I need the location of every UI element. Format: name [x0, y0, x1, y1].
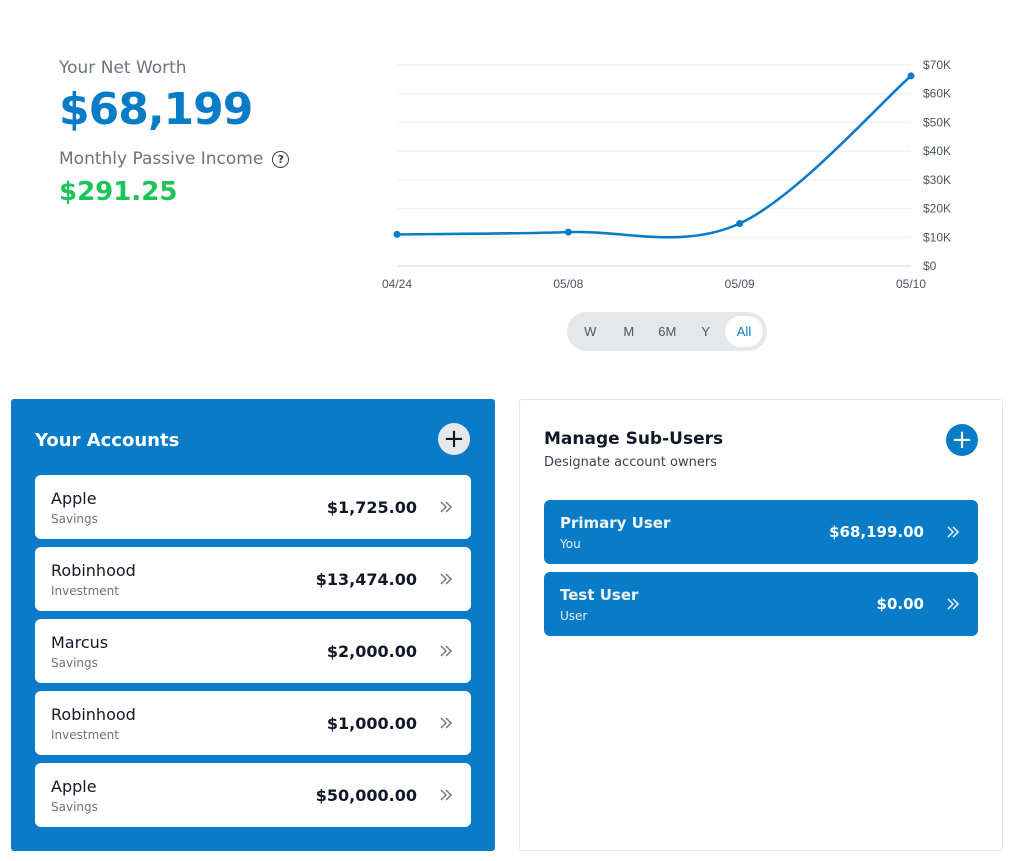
x-tick-label: 05/10: [896, 277, 926, 291]
account-type: Investment: [51, 727, 119, 742]
chevron-double-right-icon[interactable]: [944, 595, 962, 613]
subuser-row[interactable]: Test User User $0.00: [544, 572, 978, 636]
subuser-row[interactable]: Primary User You $68,199.00: [544, 500, 978, 564]
range-option-6m[interactable]: 6M: [658, 324, 677, 339]
account-info: Apple Savings: [51, 777, 316, 814]
range-option-m[interactable]: M: [623, 324, 635, 339]
account-name: Apple: [51, 776, 97, 796]
account-amount: $13,474.00: [315, 569, 417, 589]
data-point: [736, 220, 744, 228]
range-option-y[interactable]: Y: [701, 324, 711, 339]
chevron-double-right-icon[interactable]: [437, 642, 455, 660]
account-amount: $2,000.00: [326, 641, 417, 661]
chevron-double-right-icon[interactable]: [437, 714, 455, 732]
account-amount: $1,000.00: [326, 713, 417, 733]
account-info: Marcus Savings: [51, 633, 327, 670]
range-option-all[interactable]: All: [725, 316, 763, 347]
subuser-amount: $68,199.00: [829, 523, 924, 541]
data-point: [393, 230, 401, 238]
x-tick-label: 04/24: [382, 277, 412, 291]
chevron-double-right-icon[interactable]: [437, 498, 455, 516]
net-worth-chart-svg: $0 $10K $20K $30K $40K $50K $60K $70K 04/24 05/08…: [382, 58, 951, 291]
account-name: Marcus: [51, 632, 109, 652]
y-tick-label: $10K: [923, 230, 951, 244]
account-info: Apple Savings: [51, 489, 327, 526]
subuser-amount: $0.00: [876, 595, 924, 613]
range-option-w[interactable]: W: [584, 324, 597, 339]
account-row[interactable]: Robinhood Investment $1,000.00: [35, 691, 471, 755]
subusers-list: Primary User You $68,199.00 Test User Us…: [544, 500, 978, 644]
passive-income-value: $291.25: [59, 177, 178, 207]
y-tick-label: $50K: [923, 115, 951, 129]
chevron-double-right-icon[interactable]: [944, 523, 962, 541]
plus-icon: +: [443, 424, 465, 454]
y-tick-label: $60K: [923, 87, 951, 101]
subuser-name: Test User: [560, 585, 639, 604]
plus-icon: +: [951, 425, 973, 455]
accounts-list: Apple Savings $1,725.00 Robinhood Invest…: [35, 475, 471, 835]
account-type: Investment: [51, 583, 119, 598]
y-tick-label: $20K: [923, 202, 951, 216]
net-worth-value: $68,199: [59, 84, 253, 135]
subuser-info: Primary User You: [560, 514, 829, 551]
accounts-title: Your Accounts: [35, 430, 180, 451]
net-worth-summary: Your Net Worth $68,199 Monthly Passive I…: [59, 58, 290, 207]
subuser-role: User: [560, 608, 588, 623]
x-tick-label: 05/08: [553, 277, 583, 291]
account-name: Robinhood: [51, 560, 136, 580]
subuser-name: Primary User: [560, 513, 671, 532]
series-line: [396, 74, 912, 239]
passive-income-row: Monthly Passive Income ?: [59, 149, 290, 169]
net-worth-chart: $0 $10K $20K $30K $40K $50K $60K $70K 04/24 05/08…: [370, 52, 970, 297]
chevron-double-right-icon[interactable]: [437, 786, 455, 804]
account-type: Savings: [51, 799, 98, 814]
add-subuser-button[interactable]: +: [946, 424, 978, 456]
account-row[interactable]: Robinhood Investment $13,474.00: [35, 547, 471, 611]
account-name: Apple: [51, 488, 97, 508]
net-worth-label: Your Net Worth: [59, 58, 187, 78]
account-row[interactable]: Apple Savings $50,000.00: [35, 763, 471, 827]
subuser-info: Test User User: [560, 586, 877, 623]
account-type: Savings: [51, 655, 98, 670]
y-tick-label: $30K: [923, 173, 951, 187]
time-range-selector: W M 6M Y All: [567, 312, 767, 351]
data-point: [564, 228, 572, 236]
account-info: Robinhood Investment: [51, 561, 316, 598]
y-tick-label: $0: [923, 259, 937, 273]
account-amount: $50,000.00: [315, 785, 417, 805]
account-info: Robinhood Investment: [51, 705, 327, 742]
account-type: Savings: [51, 511, 98, 526]
question-circle-icon[interactable]: ?: [272, 150, 290, 168]
y-tick-label: $40K: [923, 144, 951, 158]
x-tick-label: 05/09: [725, 277, 755, 291]
passive-income-label: Monthly Passive Income: [59, 149, 264, 169]
subusers-subtitle: Designate account owners: [544, 455, 717, 470]
y-tick-label: $70K: [923, 58, 951, 72]
account-amount: $1,725.00: [326, 497, 417, 517]
data-point: [907, 72, 915, 80]
add-account-button[interactable]: +: [438, 423, 470, 455]
subuser-role: You: [560, 536, 581, 551]
account-row[interactable]: Apple Savings $1,725.00: [35, 475, 471, 539]
subusers-title: Manage Sub-Users: [544, 429, 724, 449]
subusers-panel: Manage Sub-Users Designate account owner…: [519, 399, 1003, 851]
account-name: Robinhood: [51, 704, 136, 724]
chevron-double-right-icon[interactable]: [437, 570, 455, 588]
account-row[interactable]: Marcus Savings $2,000.00: [35, 619, 471, 683]
accounts-panel: Your Accounts + Apple Savings $1,725.00 …: [11, 399, 495, 851]
